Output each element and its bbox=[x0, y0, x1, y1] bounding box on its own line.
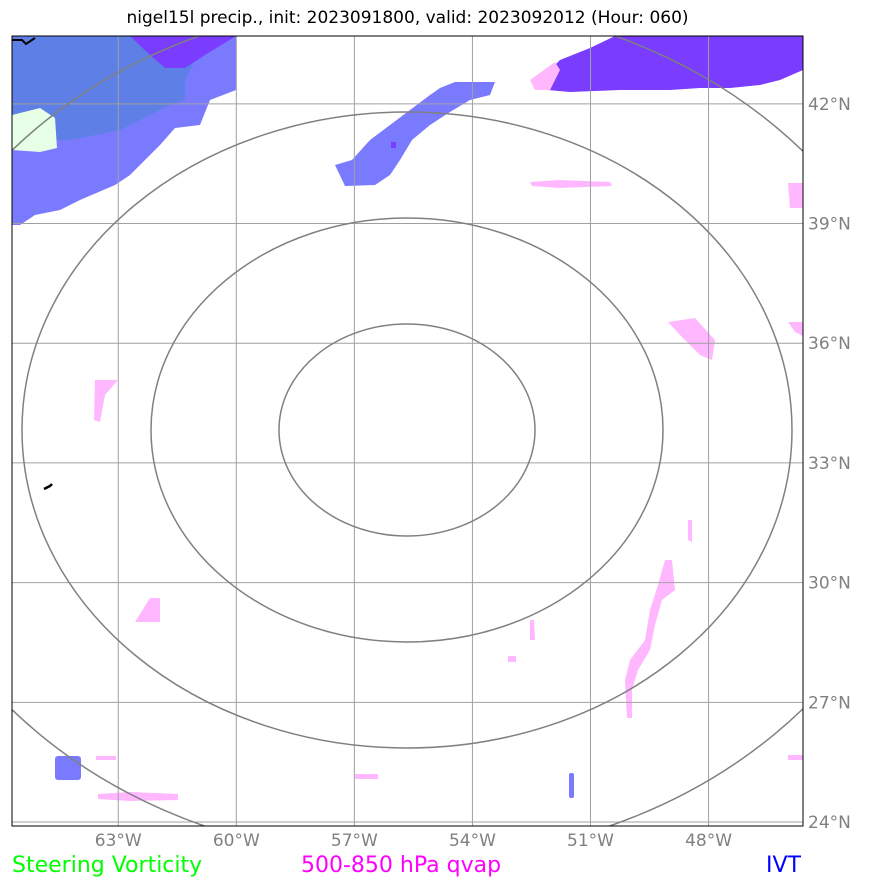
lat-tick-label: 30°N bbox=[808, 574, 851, 594]
qvap-blob-8 bbox=[135, 598, 160, 622]
range-rings bbox=[12, 36, 803, 826]
lat-tick-label: 39°N bbox=[808, 215, 851, 235]
qvap-blob-12 bbox=[98, 792, 178, 801]
lat-tick-label: 42°N bbox=[808, 95, 851, 115]
qvap-blob-7 bbox=[625, 560, 675, 718]
lon-tick-label: 48°W bbox=[685, 831, 732, 851]
range-ring bbox=[278, 323, 536, 537]
ivt-area-northeast bbox=[545, 36, 803, 92]
coastline-northwest bbox=[12, 37, 36, 46]
latitude-tick-labels: 42°N 39°N 36°N 33°N 30°N 27°N 24°N bbox=[808, 95, 851, 833]
qvap-blob-10 bbox=[508, 656, 516, 662]
legend-qvap: 500-850 hPa qvap bbox=[301, 853, 502, 878]
legend-ivt: IVT bbox=[766, 853, 801, 878]
lat-tick-label: 36°N bbox=[808, 334, 851, 354]
ivt-blob-southwest bbox=[55, 756, 81, 780]
lat-tick-label: 33°N bbox=[808, 454, 851, 474]
qvap-blob-5 bbox=[94, 380, 118, 422]
ivt-dot-center bbox=[391, 142, 396, 148]
lat-tick-label: 27°N bbox=[808, 693, 851, 713]
graticule bbox=[12, 36, 803, 826]
map-frame bbox=[11, 35, 804, 827]
ivt-area-northwest-core bbox=[130, 36, 236, 68]
ivt-blob-south bbox=[569, 773, 574, 798]
range-ring bbox=[150, 217, 664, 643]
qvap-blob-4 bbox=[788, 322, 803, 336]
qvap-blob-14 bbox=[96, 756, 116, 760]
lon-tick-label: 60°W bbox=[213, 831, 260, 851]
qvap-blob-1 bbox=[530, 180, 612, 188]
legend-steering-vorticity: Steering Vorticity bbox=[12, 853, 203, 878]
qvap-blob-11 bbox=[355, 774, 378, 779]
qvap-blob-9 bbox=[530, 620, 535, 640]
chart-title: nigel15l precip., init: 2023091800, vali… bbox=[126, 8, 689, 28]
lat-tick-label: 24°N bbox=[808, 813, 851, 833]
ivt-band-center bbox=[335, 82, 495, 186]
qvap-blob-3 bbox=[668, 318, 715, 360]
range-ring bbox=[21, 111, 793, 749]
qvap-blob-13 bbox=[788, 755, 803, 760]
longitude-tick-labels: 63°W 60°W 57°W 54°W 51°W 48°W bbox=[95, 831, 732, 851]
qvap-area-northeast bbox=[530, 62, 560, 90]
lon-tick-label: 57°W bbox=[331, 831, 378, 851]
qvap-blob-2 bbox=[788, 183, 803, 208]
ivt-area-northwest-deep bbox=[12, 36, 195, 140]
coastline-bermuda bbox=[43, 483, 53, 491]
lon-tick-label: 54°W bbox=[449, 831, 496, 851]
qvap-blob-6 bbox=[688, 520, 692, 542]
lon-tick-label: 63°W bbox=[95, 831, 142, 851]
lon-tick-label: 51°W bbox=[567, 831, 614, 851]
